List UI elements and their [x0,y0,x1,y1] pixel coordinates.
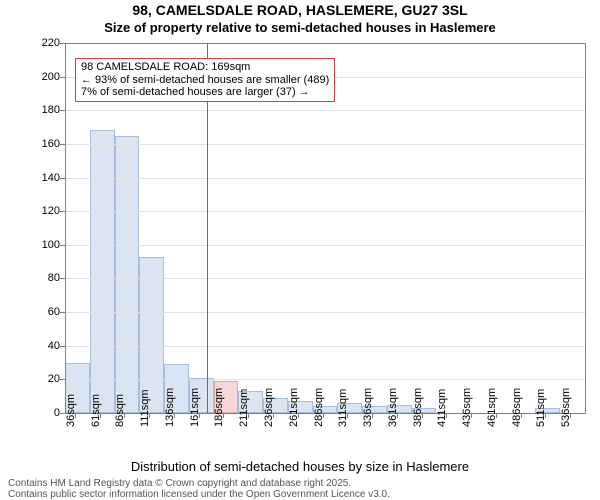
grid-line [65,43,585,44]
y-tick-mark [60,312,65,313]
y-tick-label: 100 [30,239,60,251]
y-tick-label: 160 [30,138,60,150]
grid-line [65,346,585,347]
chart-container: 98, CAMELSDALE ROAD, HASLEMERE, GU27 3SL… [0,0,600,500]
y-tick-mark [60,110,65,111]
plot-area: 98 CAMELSDALE ROAD: 169sqm ← 93% of semi… [65,43,585,413]
y-tick-label: 40 [30,340,60,352]
grid-line [65,278,585,279]
y-tick-label: 140 [30,172,60,184]
y-tick-mark [60,245,65,246]
footer-text: Contains HM Land Registry data © Crown c… [8,478,592,500]
y-tick-label: 180 [30,104,60,116]
histogram-bar [90,130,115,413]
chart-subtitle: Size of property relative to semi-detach… [0,20,600,35]
y-tick-mark [60,211,65,212]
y-tick-label: 60 [30,306,60,318]
y-tick-label: 80 [30,272,60,284]
y-tick-mark [60,379,65,380]
footer-line-2: Contains public sector information licen… [8,489,390,500]
y-tick-mark [60,346,65,347]
footer-line-1: Contains HM Land Registry data © Crown c… [8,478,351,489]
annotation-line-2: ← 93% of semi-detached houses are smalle… [81,74,329,87]
annotation-box: 98 CAMELSDALE ROAD: 169sqm ← 93% of semi… [75,58,335,102]
chart-title: 98, CAMELSDALE ROAD, HASLEMERE, GU27 3SL [0,2,600,18]
grid-line [65,178,585,179]
annotation-line-1: 98 CAMELSDALE ROAD: 169sqm [81,61,329,74]
grid-line [65,379,585,380]
annotation-line-3: 7% of semi-detached houses are larger (3… [81,86,329,99]
y-tick-mark [60,77,65,78]
y-tick-label: 20 [30,373,60,385]
grid-line [65,312,585,313]
y-tick-label: 200 [30,71,60,83]
grid-line [65,245,585,246]
y-tick-mark [60,278,65,279]
y-tick-label: 120 [30,205,60,217]
y-tick-mark [60,178,65,179]
y-tick-label: 220 [30,37,60,49]
x-axis-label: Distribution of semi-detached houses by … [0,459,600,474]
grid-line [65,110,585,111]
y-tick-mark [60,144,65,145]
y-tick-label: 0 [30,407,60,419]
y-tick-mark [60,43,65,44]
grid-line [65,144,585,145]
grid-line [65,211,585,212]
